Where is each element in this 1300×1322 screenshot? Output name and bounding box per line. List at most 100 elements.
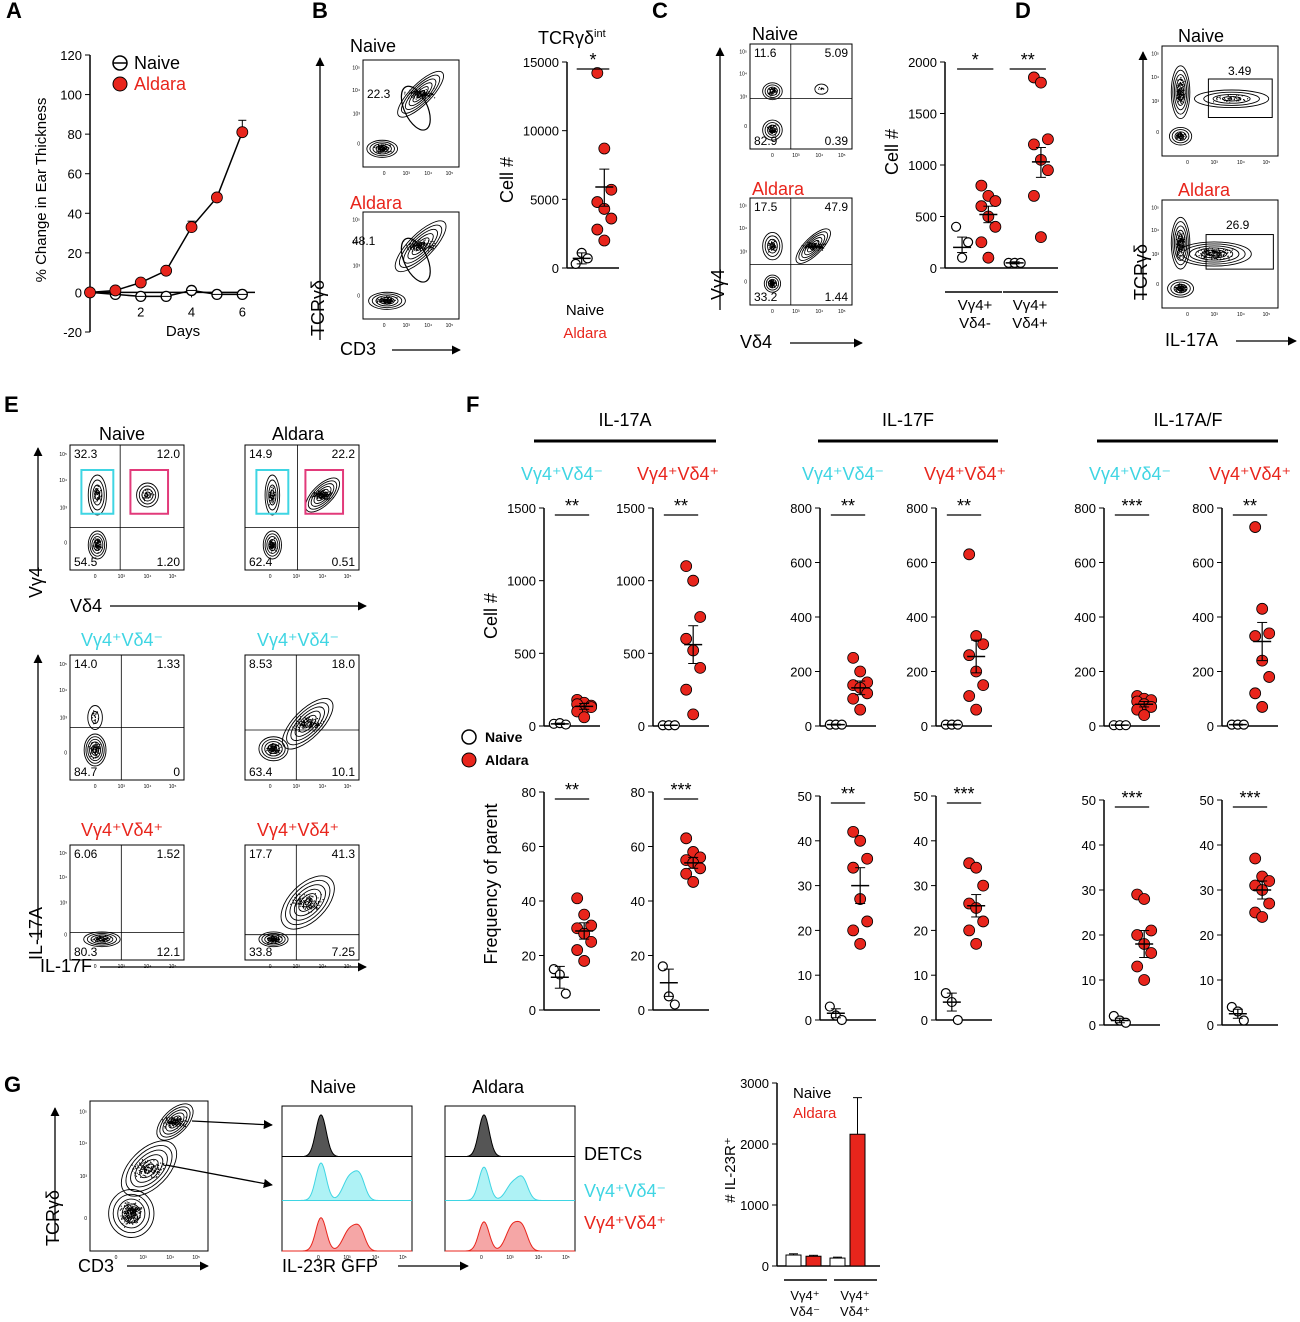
flow-frame [69, 654, 185, 781]
point-aldara [578, 955, 591, 967]
flow-x-tick: 10⁴ [816, 153, 824, 159]
flow-event [301, 724, 303, 726]
flow-event [138, 1173, 140, 1176]
flow-event [129, 1221, 131, 1223]
flow-event [325, 493, 327, 495]
flow-event [97, 548, 99, 551]
flow-x-tick: 10³ [792, 309, 800, 315]
point-aldara [1263, 627, 1276, 640]
histogram-x-tick: 10³ [343, 1255, 351, 1261]
point-aldara [680, 867, 693, 880]
flow-event [418, 246, 420, 249]
flow-event [308, 721, 311, 723]
point-aldara [1138, 709, 1151, 721]
flow-event [124, 1208, 127, 1210]
panel-e-neg-aldara: 0 10³ 10⁴ 10⁵ 8.53 18.0 63.4 10.1 [244, 654, 360, 790]
panel-b-flow-naive: 10⁵ 10⁴ 10³ 0 0 10³ 10⁴ 10⁵ [352, 59, 460, 177]
flow-event [1217, 96, 1219, 98]
flow-x-tick: 10⁵ [838, 153, 846, 159]
flow-contour [94, 935, 110, 943]
flow-event [775, 124, 777, 126]
point-aldara [687, 574, 700, 587]
point-aldara [109, 284, 122, 297]
significance-label: ** [565, 780, 579, 800]
y-tick-label: 1000 [616, 574, 645, 589]
flow-contour [1203, 91, 1260, 106]
flow-event [169, 1123, 171, 1125]
flow-x-tick: 10⁴ [816, 309, 824, 315]
flow-event [1227, 94, 1229, 97]
flow-contour [1195, 247, 1234, 261]
flow-event [270, 551, 273, 553]
y-tick-label: 0 [1089, 1018, 1096, 1033]
flow-x-tick: 10³ [1211, 312, 1219, 318]
point-aldara [1138, 893, 1151, 905]
flow-event [771, 91, 773, 93]
flow-contour [258, 931, 289, 948]
y-tick-label: 10 [914, 968, 928, 983]
panel-label-a: A [6, 0, 22, 23]
flow-contour [90, 744, 100, 756]
flow-event [100, 495, 102, 498]
panel-g-group1-l2: Vδ4⁻ [790, 1304, 820, 1319]
flow-contour [767, 238, 778, 254]
point-aldara [847, 651, 860, 664]
flow-event [1243, 99, 1245, 101]
flow-event [1221, 251, 1223, 253]
gate-ellipse [400, 237, 431, 283]
flow-event [1176, 134, 1178, 137]
y-tick-label: 100 [60, 88, 82, 103]
flow-event [131, 1221, 133, 1223]
flow-event [127, 1202, 129, 1204]
flow-contour [372, 143, 392, 155]
flow-event [1176, 85, 1178, 87]
flow-contour [769, 127, 776, 134]
quadrant-ll: 84.7 [74, 765, 98, 779]
point-aldara [1256, 602, 1269, 615]
flow-event [316, 907, 319, 909]
flow-contour [769, 281, 775, 287]
flow-event [384, 300, 386, 302]
flow-x-tick: 0 [269, 784, 272, 790]
flow-contour [138, 485, 157, 505]
panel-f-sub-1: Vγ4⁺Vδ4⁻ [521, 464, 603, 484]
flow-event [302, 907, 305, 909]
flow-event [413, 95, 415, 97]
panel-b-xlabel: CD3 [340, 339, 376, 359]
flow-contour [112, 1193, 150, 1234]
flow-event [96, 747, 98, 749]
flow-event [147, 494, 149, 496]
flow-event [429, 245, 431, 247]
flow-event [385, 147, 387, 149]
flow-event [1176, 133, 1178, 135]
flow-contour [1173, 74, 1188, 111]
significance-label: *** [953, 784, 974, 804]
panel-f-top-ylabel: Cell # [481, 593, 501, 639]
flow-event [772, 246, 774, 249]
flow-event [292, 902, 295, 904]
flow-event [382, 149, 384, 151]
flow-event [121, 1207, 123, 1209]
flow-contour [764, 122, 781, 139]
panel-g-group2-l1: Vγ4⁺ [840, 1288, 869, 1303]
flow-x-tick: 0 [771, 309, 774, 315]
flow-event [91, 717, 94, 719]
quadrant-lr: 10.1 [332, 765, 356, 779]
y-tick-label: 40 [914, 834, 928, 849]
flow-event [309, 900, 312, 902]
flow-frame [69, 844, 185, 961]
flow-y-tick: 10⁵ [79, 1110, 87, 1116]
flow-event [322, 898, 324, 901]
flow-event [1179, 135, 1181, 137]
flow-contour [143, 1163, 155, 1174]
flow-event [94, 716, 97, 719]
flow-event [135, 1208, 137, 1210]
flow-plot: 10⁵ 10⁴ 10³ 0 0 10³ 10⁴ 10⁵ [352, 59, 460, 177]
flow-contour [804, 237, 823, 256]
y-tick-label: 400 [1074, 610, 1096, 625]
flow-event [125, 1217, 127, 1219]
flow-contour [1221, 96, 1242, 102]
flow-contour [89, 533, 106, 557]
flow-event [124, 1214, 126, 1217]
